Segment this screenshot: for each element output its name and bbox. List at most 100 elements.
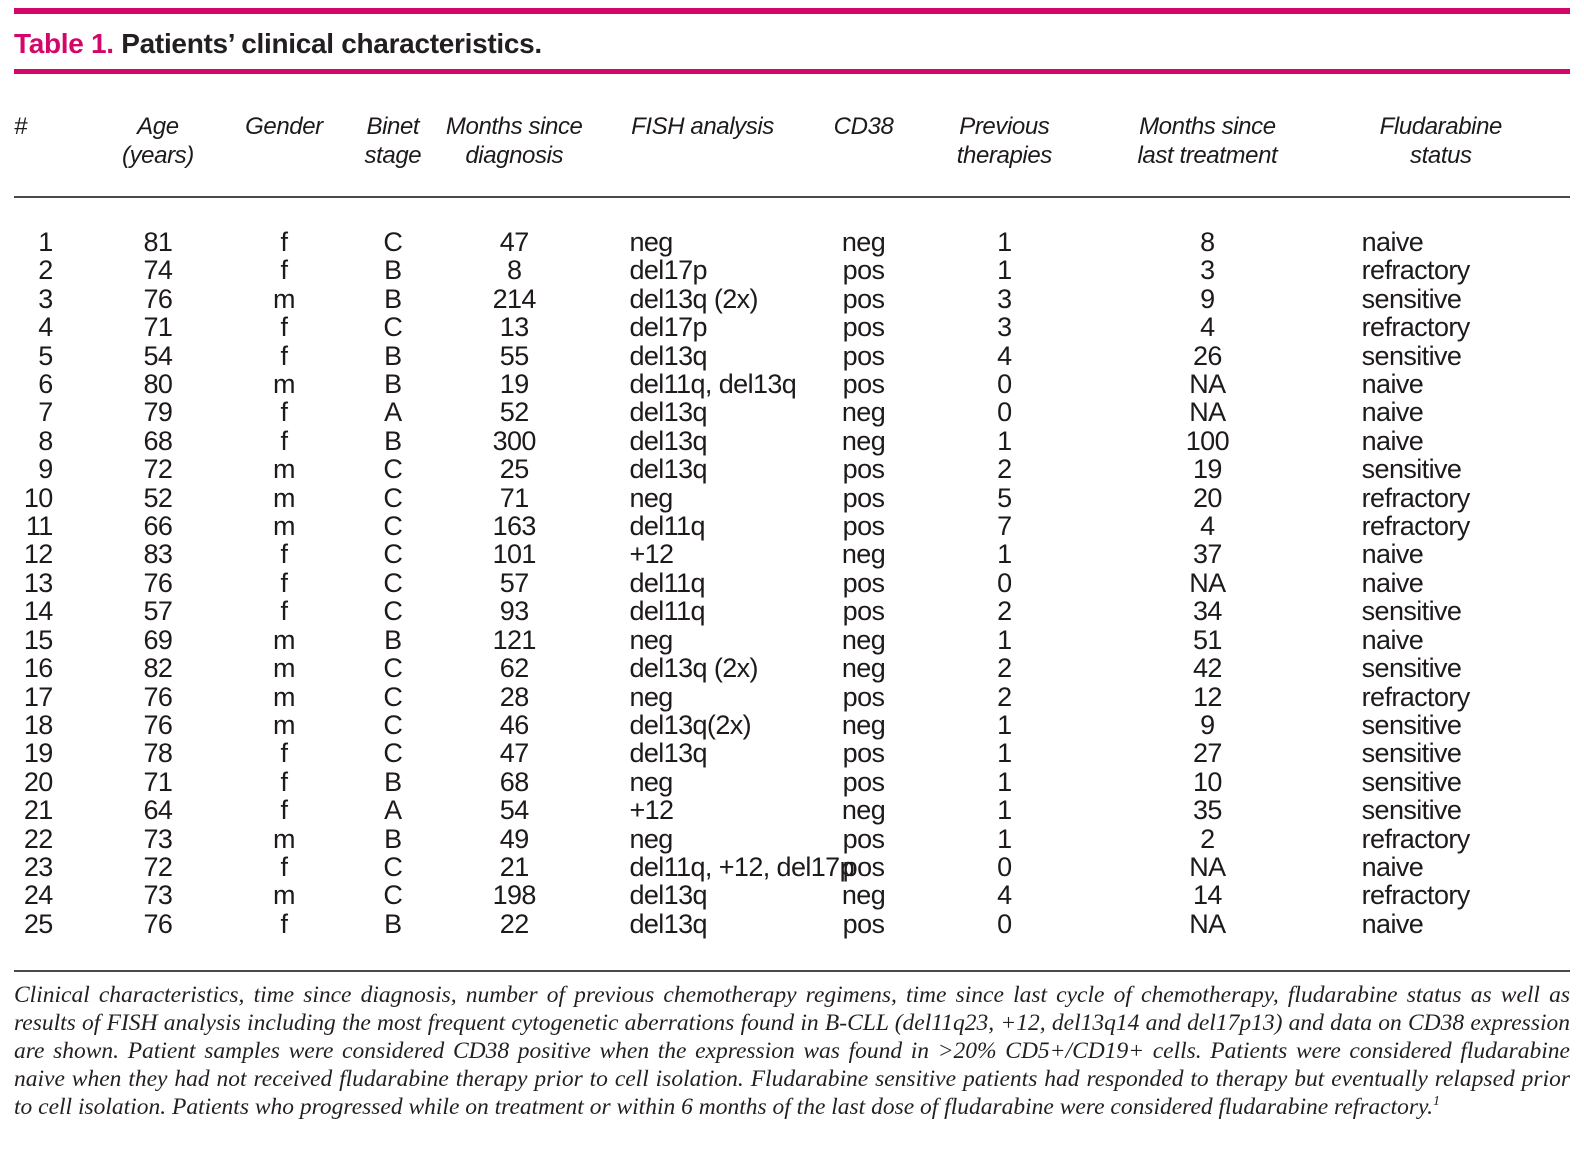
cell-num: 21 xyxy=(23,795,53,826)
cell-age: 76 xyxy=(143,567,173,598)
cell-months-since-last-treatment: 51 xyxy=(1192,624,1222,655)
table-row: 11 66 m C 163 del11q pos 7 4 refractory xyxy=(14,511,1570,542)
cell-num: 14 xyxy=(23,596,53,627)
cell-cd38: pos xyxy=(842,766,885,797)
cell-months-since-last-treatment: 26 xyxy=(1192,340,1222,371)
cell-fish-analysis: +12 xyxy=(629,539,674,570)
cell-months-since-diagnosis: 93 xyxy=(499,596,529,627)
column-header-previous-therapies: Previous therapies xyxy=(905,74,1104,198)
cell-gender: f xyxy=(280,567,288,598)
cell-fludarabine-status: naive xyxy=(1361,539,1424,570)
cell-num: 8 xyxy=(38,425,53,456)
cell-age: 80 xyxy=(143,369,173,400)
cell-previous-therapies: 0 xyxy=(997,851,1012,882)
cell-months-since-diagnosis: 13 xyxy=(499,312,529,343)
cell-fish-analysis: del17p xyxy=(629,312,707,343)
cell-previous-therapies: 4 xyxy=(997,880,1012,911)
cell-fludarabine-status: sensitive xyxy=(1361,709,1462,740)
column-header-age: Age (years) xyxy=(88,74,228,198)
cell-binet-stage: B xyxy=(384,823,402,854)
cell-fludarabine-status: sensitive xyxy=(1361,795,1462,826)
cell-months-since-last-treatment: 4 xyxy=(1200,312,1215,343)
cell-fish-analysis: del11q xyxy=(629,511,705,542)
table-row: 8 68 f B 300 del13q neg 1 100 naive xyxy=(14,425,1570,456)
cell-cd38: pos xyxy=(842,369,885,400)
cell-fludarabine-status: refractory xyxy=(1361,312,1471,343)
cell-num: 9 xyxy=(38,454,53,485)
cell-months-since-diagnosis: 68 xyxy=(499,766,529,797)
cell-months-since-diagnosis: 101 xyxy=(492,539,537,570)
cell-binet-stage: C xyxy=(383,851,403,882)
cell-age: 71 xyxy=(143,766,173,797)
cell-fludarabine-status: naive xyxy=(1361,227,1424,257)
cell-previous-therapies: 4 xyxy=(997,340,1012,371)
cell-fish-analysis: neg xyxy=(629,624,673,655)
cell-fludarabine-status: naive xyxy=(1361,567,1424,598)
cell-months-since-diagnosis: 57 xyxy=(499,567,529,598)
cell-num: 25 xyxy=(23,908,53,939)
cell-binet-stage: C xyxy=(383,511,403,542)
table-row: 21 64 f A 54 +12 neg 1 35 sensitive xyxy=(14,795,1570,826)
cell-cd38: neg xyxy=(841,227,886,257)
cell-cd38: pos xyxy=(842,681,885,712)
cell-months-since-last-treatment: NA xyxy=(1189,851,1226,882)
cell-cd38: neg xyxy=(841,653,886,684)
cell-gender: f xyxy=(280,795,288,826)
cell-fludarabine-status: refractory xyxy=(1361,482,1471,513)
cell-months-since-diagnosis: 55 xyxy=(499,340,529,371)
cell-age: 76 xyxy=(143,681,173,712)
cell-months-since-last-treatment: 100 xyxy=(1185,425,1230,456)
cell-months-since-last-treatment: 19 xyxy=(1192,454,1222,485)
cell-months-since-diagnosis: 163 xyxy=(492,511,537,542)
cell-binet-stage: B xyxy=(384,340,402,371)
cell-gender: m xyxy=(272,709,296,740)
table-row: 25 76 f B 22 del13q pos 0 NA naive xyxy=(14,908,1570,939)
cell-previous-therapies: 1 xyxy=(997,795,1012,826)
cell-months-since-diagnosis: 47 xyxy=(499,738,529,769)
cell-previous-therapies: 0 xyxy=(997,369,1012,400)
cell-months-since-diagnosis: 8 xyxy=(507,255,522,286)
cell-fish-analysis: del13q xyxy=(629,880,707,911)
cell-months-since-diagnosis: 121 xyxy=(492,624,537,655)
title-accent-rule xyxy=(14,69,1570,74)
cell-gender: f xyxy=(280,851,288,882)
cell-age: 68 xyxy=(143,425,173,456)
cell-months-since-last-treatment: 14 xyxy=(1192,880,1222,911)
cell-months-since-diagnosis: 214 xyxy=(492,283,537,314)
cell-gender: m xyxy=(272,511,296,542)
cell-gender: m xyxy=(272,681,296,712)
cell-previous-therapies: 0 xyxy=(997,567,1012,598)
cell-gender: m xyxy=(272,624,296,655)
cell-gender: m xyxy=(272,369,296,400)
cell-previous-therapies: 1 xyxy=(997,766,1012,797)
cell-fludarabine-status: sensitive xyxy=(1361,596,1462,627)
cell-fish-analysis: del13q(2x) xyxy=(629,709,752,740)
cell-months-since-last-treatment: 4 xyxy=(1200,511,1215,542)
table-row: 6 80 m B 19 del11q, del13q pos 0 NA naive xyxy=(14,369,1570,400)
cell-gender: m xyxy=(272,653,296,684)
cell-age: 72 xyxy=(143,454,173,485)
column-header-fish-analysis: FISH analysis xyxy=(583,74,822,198)
cell-cd38: neg xyxy=(841,880,886,911)
cell-binet-stage: C xyxy=(383,312,403,343)
cell-age: 74 xyxy=(143,255,173,286)
cell-fish-analysis: neg xyxy=(629,681,673,712)
cell-fludarabine-status: refractory xyxy=(1361,511,1471,542)
table-row: 5 54 f B 55 del13q pos 4 26 sensitive xyxy=(14,340,1570,371)
cell-gender: f xyxy=(280,255,288,286)
cell-months-since-diagnosis: 52 xyxy=(499,397,529,428)
cell-previous-therapies: 3 xyxy=(997,312,1012,343)
cell-fish-analysis: del13q xyxy=(629,738,707,769)
cell-fish-analysis: del11q, +12, del17p xyxy=(629,851,855,882)
cell-gender: f xyxy=(280,227,288,257)
cell-gender: m xyxy=(272,482,296,513)
table-figure: Table 1. Patients’ clinical characterist… xyxy=(0,8,1584,1121)
cell-months-since-diagnosis: 198 xyxy=(492,880,537,911)
cell-binet-stage: B xyxy=(384,369,402,400)
cell-num: 1 xyxy=(38,227,53,257)
cell-fish-analysis: neg xyxy=(629,227,673,257)
table-row: 15 69 m B 121 neg neg 1 51 naive xyxy=(14,624,1570,655)
column-header-months-since-diagnosis: Months since diagnosis xyxy=(444,74,584,198)
column-header-binet-stage: Binet stage xyxy=(340,74,445,198)
cell-previous-therapies: 1 xyxy=(997,823,1012,854)
